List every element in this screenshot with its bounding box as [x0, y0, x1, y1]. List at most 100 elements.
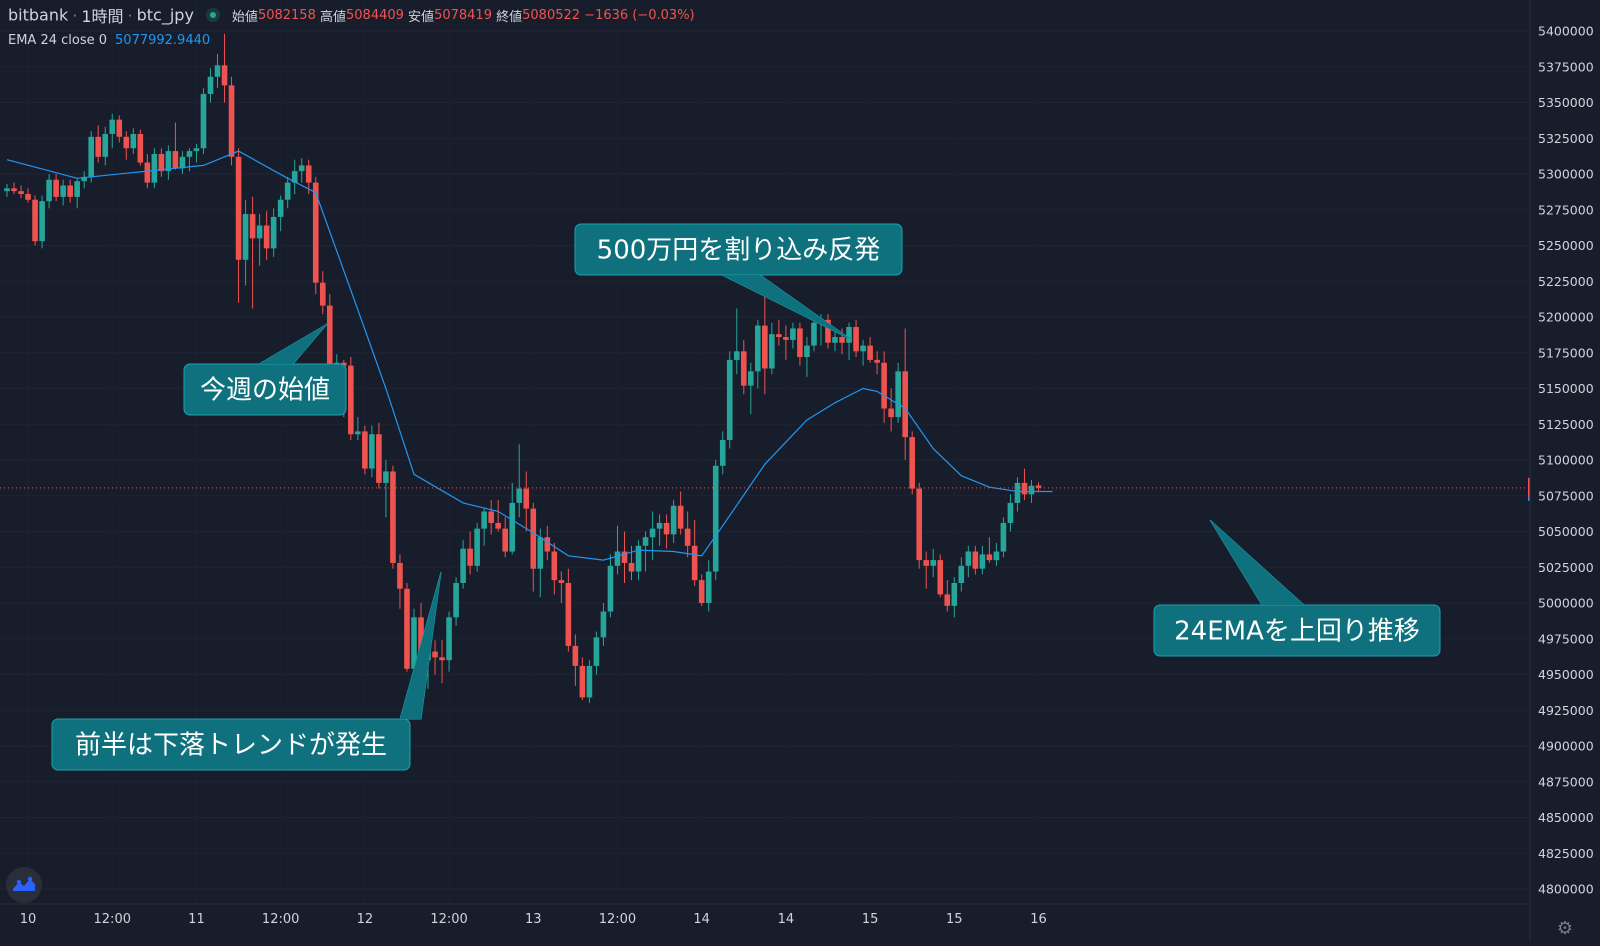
candle[interactable] [228, 76, 235, 166]
candle[interactable] [488, 500, 494, 535]
candle[interactable] [74, 178, 80, 209]
candle[interactable] [362, 425, 368, 475]
candle[interactable] [951, 577, 958, 618]
candle[interactable] [305, 159, 312, 195]
candle[interactable] [390, 465, 396, 569]
candle[interactable] [642, 531, 649, 572]
candle[interactable] [790, 322, 796, 349]
candle[interactable] [249, 196, 256, 309]
candle[interactable] [4, 184, 10, 197]
candle[interactable] [130, 128, 137, 154]
candle[interactable] [193, 143, 200, 163]
candle[interactable] [874, 351, 880, 375]
candle[interactable] [460, 540, 466, 589]
candle[interactable] [804, 337, 810, 378]
candle[interactable] [705, 560, 712, 612]
candle[interactable] [600, 603, 607, 646]
candle[interactable] [200, 88, 207, 154]
candle[interactable] [263, 211, 270, 260]
candle[interactable] [474, 522, 480, 572]
candle[interactable] [902, 328, 908, 460]
candle[interactable] [698, 574, 705, 606]
candle[interactable] [179, 151, 186, 174]
candle[interactable] [776, 319, 782, 346]
candle[interactable] [432, 640, 438, 675]
candle[interactable] [888, 388, 894, 432]
candle[interactable] [312, 176, 319, 295]
candle[interactable] [509, 482, 516, 555]
gear-icon[interactable]: ⚙ [1556, 918, 1574, 939]
candle[interactable] [923, 551, 930, 589]
candle[interactable] [825, 314, 831, 349]
candle[interactable] [740, 339, 747, 395]
candle[interactable] [523, 471, 530, 532]
candle[interactable] [748, 362, 754, 415]
candle[interactable] [586, 660, 593, 704]
candle[interactable] [572, 634, 579, 686]
candle[interactable] [348, 357, 354, 440]
candle[interactable] [397, 554, 403, 609]
candle[interactable] [242, 199, 249, 286]
candle[interactable] [944, 580, 951, 612]
candle[interactable] [298, 158, 305, 183]
candle[interactable] [783, 325, 789, 360]
candle[interactable] [60, 179, 66, 206]
candle[interactable] [151, 148, 158, 189]
candle[interactable] [404, 582, 410, 672]
candle[interactable] [670, 500, 677, 543]
candle[interactable] [909, 431, 915, 495]
candle[interactable] [1035, 482, 1042, 491]
candle[interactable] [383, 460, 389, 518]
candle[interactable] [277, 195, 284, 232]
candle[interactable] [439, 640, 445, 684]
candle[interactable] [972, 545, 979, 575]
candle[interactable] [937, 554, 944, 598]
candle[interactable] [558, 571, 565, 603]
candle[interactable] [95, 125, 102, 163]
candle[interactable] [811, 317, 817, 352]
candle[interactable] [797, 322, 803, 366]
candle[interactable] [593, 631, 600, 675]
candle[interactable] [712, 460, 719, 581]
symbol-legend[interactable]: bitbank · 1時間 · btc_jpy 始値5082158 高値5084409 安… [8, 5, 695, 27]
ema-legend[interactable]: EMA 24 close 0 5077992.9440 [8, 33, 210, 48]
candle[interactable] [1000, 517, 1007, 558]
candle[interactable] [369, 425, 375, 478]
candle[interactable] [446, 611, 452, 672]
candle[interactable] [846, 322, 852, 360]
candle[interactable] [656, 514, 663, 546]
candle[interactable] [81, 171, 87, 189]
candle[interactable] [965, 545, 972, 578]
candle[interactable] [1007, 494, 1014, 532]
candle[interactable] [495, 500, 501, 532]
candle[interactable] [284, 176, 291, 209]
candle[interactable] [649, 511, 656, 561]
candle[interactable] [235, 148, 242, 303]
candle[interactable] [116, 115, 123, 143]
candle[interactable] [46, 174, 52, 209]
candle[interactable] [11, 182, 17, 195]
candle[interactable] [635, 540, 642, 581]
candle[interactable] [832, 331, 838, 352]
candle[interactable] [67, 179, 73, 203]
candle[interactable] [291, 159, 298, 195]
candle[interactable] [207, 68, 214, 103]
candle[interactable] [958, 557, 965, 592]
candle[interactable] [376, 422, 382, 489]
candle[interactable] [853, 319, 859, 358]
candle[interactable] [677, 491, 684, 535]
candle[interactable] [537, 528, 544, 598]
candle[interactable] [256, 214, 263, 266]
candle[interactable] [607, 554, 614, 618]
candle[interactable] [993, 542, 1000, 566]
candle[interactable] [172, 122, 179, 170]
candle[interactable] [1021, 468, 1028, 501]
candle[interactable] [319, 271, 326, 315]
candle[interactable] [481, 508, 487, 546]
candle[interactable] [270, 208, 277, 257]
candle[interactable] [467, 531, 473, 575]
candle[interactable] [158, 148, 165, 177]
candle[interactable] [986, 537, 993, 563]
candle[interactable] [895, 362, 901, 423]
